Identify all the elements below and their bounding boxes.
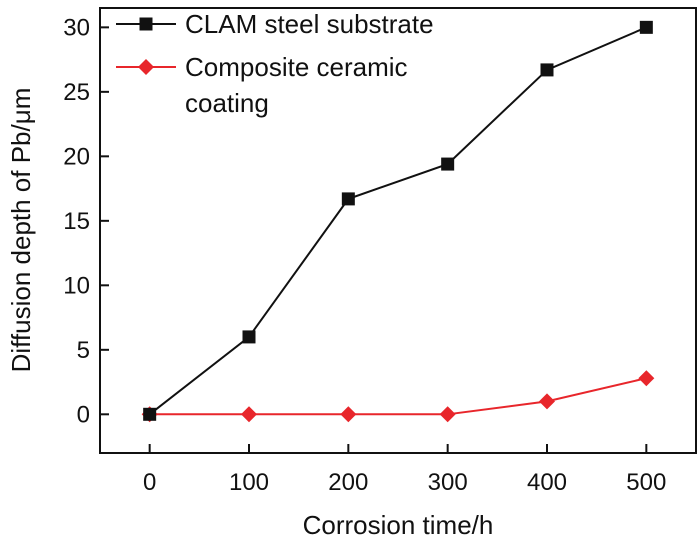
data-point bbox=[241, 406, 257, 423]
legend-swatch-marker bbox=[138, 59, 154, 75]
data-point bbox=[638, 370, 655, 387]
legend-label: CLAM steel substrate bbox=[185, 9, 434, 39]
x-tick-label: 400 bbox=[527, 469, 567, 496]
x-axis-title: Corrosion time/h bbox=[303, 510, 494, 540]
legend: CLAM steel substrate Composite ceramic coa… bbox=[116, 9, 434, 118]
data-point bbox=[242, 330, 256, 344]
legend-label: Composite ceramic bbox=[185, 52, 408, 82]
series bbox=[141, 20, 655, 423]
data-point bbox=[441, 157, 455, 171]
ticks: 0 100 200 300 400 500 0 5 10 15 20 25 30 bbox=[63, 14, 666, 496]
series-2 bbox=[141, 370, 655, 423]
x-tick-label: 500 bbox=[626, 469, 666, 496]
data-point bbox=[539, 393, 555, 410]
y-tick-label: 10 bbox=[63, 272, 90, 299]
y-tick-label: 0 bbox=[77, 401, 90, 428]
y-tick-label: 25 bbox=[63, 79, 90, 106]
x-tick-label: 100 bbox=[229, 469, 269, 496]
x-tick-label: 300 bbox=[428, 469, 468, 496]
data-point bbox=[340, 406, 357, 423]
legend-label: coating bbox=[185, 88, 269, 118]
series-line bbox=[149, 26, 647, 416]
y-tick-label: 30 bbox=[63, 14, 90, 41]
y-tick-label: 20 bbox=[63, 143, 90, 170]
data-point bbox=[540, 63, 554, 77]
series-line bbox=[149, 377, 647, 416]
legend-entry-1: CLAM steel substrate bbox=[116, 9, 434, 39]
y-axis-title: Diffusion depth of Pb/μm bbox=[6, 88, 36, 373]
data-point bbox=[639, 20, 653, 34]
y-tick-label: 5 bbox=[77, 337, 90, 364]
y-tick-label: 15 bbox=[63, 208, 90, 235]
data-point bbox=[439, 406, 456, 423]
plot-frame bbox=[99, 7, 697, 454]
data-point bbox=[341, 192, 355, 206]
series-1 bbox=[143, 20, 653, 421]
legend-entry-2: Composite ceramic coating bbox=[116, 52, 408, 118]
x-tick-label: 200 bbox=[328, 469, 368, 496]
data-point bbox=[143, 407, 157, 421]
legend-swatch-marker bbox=[139, 17, 153, 31]
x-tick-label: 0 bbox=[143, 469, 156, 496]
